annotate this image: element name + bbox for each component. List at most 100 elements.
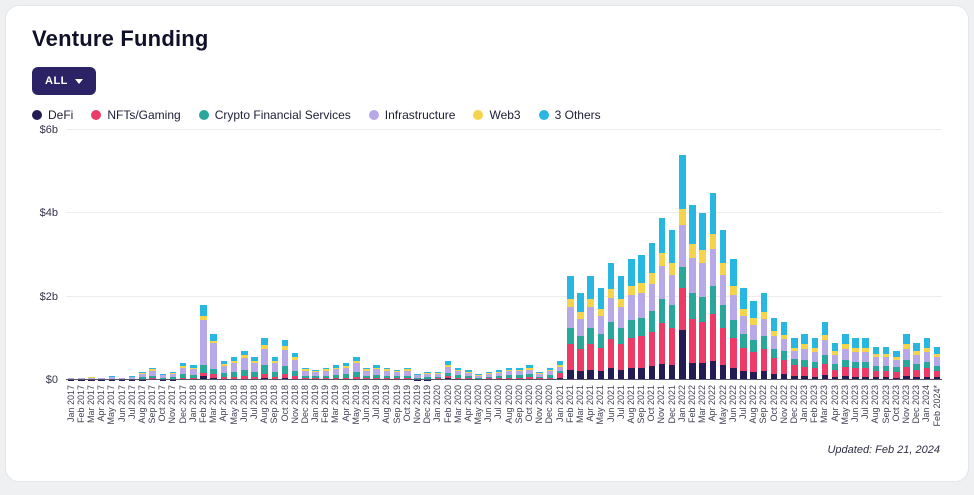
bar-group[interactable] (117, 130, 127, 380)
legend-item[interactable]: DeFi (32, 108, 73, 122)
bar-group[interactable] (341, 130, 351, 380)
bar-group[interactable] (148, 130, 158, 380)
bar-group[interactable] (769, 130, 779, 380)
bar-group[interactable] (830, 130, 840, 380)
bar-group[interactable] (820, 130, 830, 380)
bar-group[interactable] (677, 130, 687, 380)
bar-group[interactable] (728, 130, 738, 380)
bar-group[interactable] (575, 130, 585, 380)
legend-item[interactable]: Crypto Financial Services (198, 108, 351, 122)
bar-group[interactable] (107, 130, 117, 380)
bar-group[interactable] (127, 130, 137, 380)
bar-group[interactable] (351, 130, 361, 380)
bar-group[interactable] (260, 130, 270, 380)
bar-group[interactable] (637, 130, 647, 380)
bar-group[interactable] (850, 130, 860, 380)
bar-group[interactable] (382, 130, 392, 380)
bar-group[interactable] (606, 130, 616, 380)
bar-segment (760, 311, 768, 319)
bar-group[interactable] (249, 130, 259, 380)
bar-group[interactable] (901, 130, 911, 380)
bar-group[interactable] (168, 130, 178, 380)
bar-group[interactable] (891, 130, 901, 380)
bar-group[interactable] (86, 130, 96, 380)
bar-group[interactable] (402, 130, 412, 380)
bar-group[interactable] (494, 130, 504, 380)
bar-group[interactable] (565, 130, 575, 380)
bar-group[interactable] (932, 130, 942, 380)
bar-group[interactable] (555, 130, 565, 380)
bar-group[interactable] (239, 130, 249, 380)
bar-segment (536, 373, 543, 375)
bar-group[interactable] (789, 130, 799, 380)
bar-group[interactable] (616, 130, 626, 380)
bar-group[interactable] (443, 130, 453, 380)
bar-group[interactable] (463, 130, 473, 380)
legend-item[interactable]: NFTs/Gaming (91, 108, 181, 122)
bar-group[interactable] (504, 130, 514, 380)
bar-group[interactable] (738, 130, 748, 380)
bar-group[interactable] (484, 130, 494, 380)
bar-group[interactable] (514, 130, 524, 380)
bar-group[interactable] (759, 130, 769, 380)
bar-group[interactable] (311, 130, 321, 380)
bar-group[interactable] (524, 130, 534, 380)
bar-group[interactable] (596, 130, 606, 380)
bar-stack (454, 130, 462, 380)
bar-group[interactable] (229, 130, 239, 380)
bar-group[interactable] (881, 130, 891, 380)
filter-dropdown-button[interactable]: ALL (32, 67, 96, 95)
bar-group[interactable] (219, 130, 229, 380)
bar-stack (383, 130, 391, 380)
bar-group[interactable] (158, 130, 168, 380)
bar-group[interactable] (749, 130, 759, 380)
bar-group[interactable] (667, 130, 677, 380)
bar-segment (546, 370, 554, 372)
bar-group[interactable] (361, 130, 371, 380)
bar-group[interactable] (290, 130, 300, 380)
bar-group[interactable] (718, 130, 728, 380)
bar-group[interactable] (76, 130, 86, 380)
bar-group[interactable] (861, 130, 871, 380)
bar-group[interactable] (300, 130, 310, 380)
bar-segment (567, 307, 574, 328)
bar-group[interactable] (840, 130, 850, 380)
bar-group[interactable] (912, 130, 922, 380)
bar-group[interactable] (626, 130, 636, 380)
bar-group[interactable] (800, 130, 810, 380)
bar-group[interactable] (321, 130, 331, 380)
bar-group[interactable] (687, 130, 697, 380)
bar-group[interactable] (647, 130, 657, 380)
bar-group[interactable] (188, 130, 198, 380)
bar-group[interactable] (280, 130, 290, 380)
bar-group[interactable] (198, 130, 208, 380)
bar-group[interactable] (372, 130, 382, 380)
bar-group[interactable] (698, 130, 708, 380)
bar-segment (628, 319, 635, 338)
bar-group[interactable] (97, 130, 107, 380)
bar-group[interactable] (66, 130, 76, 380)
bar-group[interactable] (545, 130, 555, 380)
bar-group[interactable] (137, 130, 147, 380)
bar-group[interactable] (871, 130, 881, 380)
bar-group[interactable] (433, 130, 443, 380)
legend-item[interactable]: 3 Others (538, 108, 601, 122)
legend-item[interactable]: Web3 (473, 108, 521, 122)
bar-group[interactable] (810, 130, 820, 380)
bar-group[interactable] (657, 130, 667, 380)
bar-group[interactable] (586, 130, 596, 380)
bar-group[interactable] (708, 130, 718, 380)
bar-group[interactable] (178, 130, 188, 380)
legend-item[interactable]: Infrastructure (368, 108, 455, 122)
bar-group[interactable] (423, 130, 433, 380)
bar-group[interactable] (922, 130, 932, 380)
bar-group[interactable] (270, 130, 280, 380)
bar-group[interactable] (392, 130, 402, 380)
bar-group[interactable] (535, 130, 545, 380)
bar-group[interactable] (331, 130, 341, 380)
bar-group[interactable] (209, 130, 219, 380)
bar-group[interactable] (453, 130, 463, 380)
bar-group[interactable] (412, 130, 422, 380)
bar-group[interactable] (779, 130, 789, 380)
bar-group[interactable] (474, 130, 484, 380)
